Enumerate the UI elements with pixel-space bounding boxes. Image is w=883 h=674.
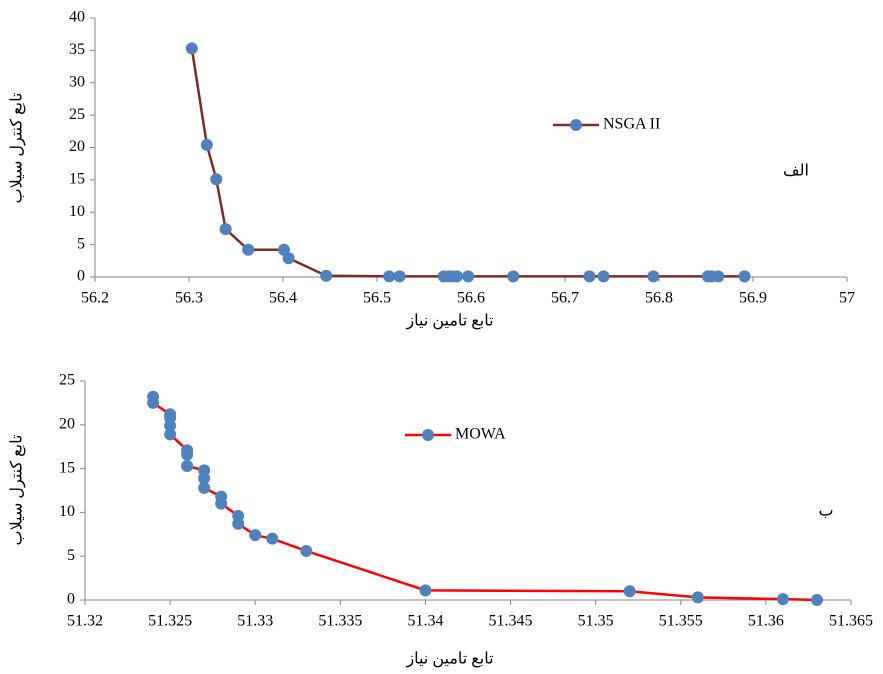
legend-label: MOWA [455,426,506,443]
x-tick-label: 51.335 [318,613,362,630]
marker [282,252,295,265]
annotation: الف [783,163,809,180]
y-tick-label: 10 [69,203,85,220]
series-line [190,48,745,278]
marker [320,269,333,282]
marker [300,544,313,557]
y-tick-label: 0 [77,268,85,285]
x-axis-title: تابع تامین نیاز [405,651,493,668]
marker [198,472,211,485]
y-tick-label: 20 [59,415,75,432]
y-tick-label: 25 [69,106,85,123]
marker [691,591,704,604]
x-tick-label: 56.3 [175,290,203,307]
y-tick-label: 10 [59,503,75,520]
y-tick-label: 15 [59,459,75,476]
annotation: ب [818,503,833,520]
y-axis-title: تابع کنترل سیلاب [9,93,26,204]
marker [450,270,463,283]
marker [198,481,211,494]
marker [583,270,596,283]
legend-marker [422,429,434,441]
y-tick-label: 35 [69,41,85,58]
x-tick-label: 51.345 [489,613,533,630]
x-tick-label: 57 [839,290,855,307]
marker [181,459,194,472]
x-tick-label: 51.355 [659,613,703,630]
y-tick-label: 25 [59,372,75,389]
marker [776,593,789,606]
marker [147,396,160,409]
x-tick-label: 51.325 [148,613,192,630]
x-axis-title: تابع تامین نیاز [405,313,493,330]
x-tick-label: 56.8 [645,290,673,307]
marker [219,223,232,236]
y-tick-label: 5 [67,547,75,564]
x-tick-label: 51.32 [67,613,103,630]
marker [164,419,177,432]
x-tick-label: 51.35 [578,613,614,630]
marker [419,584,432,597]
marker [185,42,198,55]
x-tick-label: 56.7 [551,290,579,307]
y-tick-label: 30 [69,73,85,90]
marker [507,270,520,283]
marker [200,138,213,151]
x-tick-label: 51.34 [407,613,443,630]
x-tick-label: 56.4 [269,290,297,307]
marker [164,428,177,441]
x-tick-label: 51.36 [748,613,784,630]
x-tick-label: 56.2 [81,290,109,307]
y-tick-label: 5 [77,235,85,252]
marker [232,517,245,530]
marker [393,270,406,283]
legend-marker [570,119,582,131]
x-tick-label: 51.33 [237,613,273,630]
marker [383,270,396,283]
x-tick-label: 51.365 [829,613,873,630]
x-tick-label: 56.6 [457,290,485,307]
x-tick-label: 56.5 [363,290,391,307]
marker [181,448,194,461]
x-tick-label: 56.9 [739,290,767,307]
y-tick-label: 20 [69,138,85,155]
marker [647,270,660,283]
marker [623,585,636,598]
marker [266,532,279,545]
marker [210,173,223,186]
marker [242,243,255,256]
y-tick-label: 40 [69,9,85,26]
marker [738,270,751,283]
marker [810,594,823,606]
legend-label: NSGA II [603,116,660,133]
marker [215,497,228,510]
y-axis-title: تابع کنترل سیلاب [9,435,26,546]
y-tick-label: 0 [67,591,75,608]
marker [249,529,262,542]
marker [462,270,475,283]
marker [712,270,725,283]
y-tick-label: 15 [69,171,85,188]
marker [597,270,610,283]
